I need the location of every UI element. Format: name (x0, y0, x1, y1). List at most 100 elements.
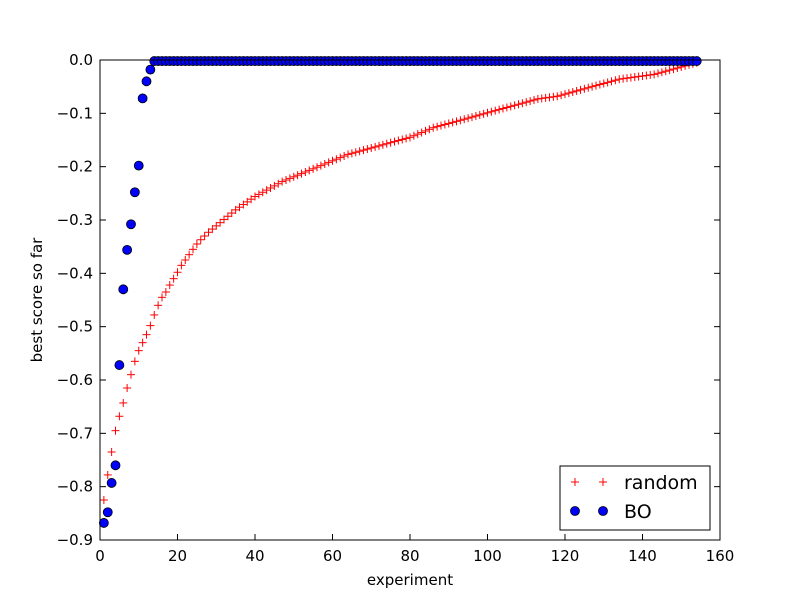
random-point (181, 256, 190, 264)
random-point (274, 179, 283, 188)
random-point (669, 65, 678, 74)
legend-bo-dot (598, 506, 608, 516)
random-point (444, 119, 453, 128)
random-point (630, 73, 639, 82)
random-point (254, 190, 263, 199)
y-axis-ticks: 0.0 −0.1 −0.2 −0.3 −0.4 −0.5 −0.6 −0.7 −0.8 −0.9 (57, 51, 720, 549)
x-tick-label: 40 (245, 547, 264, 565)
random-point (654, 69, 662, 78)
y-tick-label: −0.9 (57, 531, 93, 549)
random-point (204, 228, 213, 237)
random-point (433, 122, 442, 131)
random-point (185, 250, 194, 259)
legend-bo-label: BO (624, 501, 652, 523)
random-point (150, 310, 159, 319)
random-point (417, 128, 426, 137)
random-point (165, 281, 174, 290)
random-point (320, 160, 329, 168)
y-tick-label: −0.3 (57, 211, 93, 229)
random-point (568, 88, 577, 96)
random-point (638, 72, 647, 80)
random-point (103, 470, 112, 479)
random-point (541, 93, 550, 102)
random-point (390, 137, 399, 146)
random-point (584, 83, 593, 92)
random-point (200, 232, 209, 240)
random-point (502, 103, 511, 112)
random-point (146, 321, 155, 330)
bo-point (106, 478, 117, 488)
random-point (266, 184, 275, 192)
random-point (134, 346, 143, 355)
random-point (526, 97, 535, 106)
random-point (173, 268, 182, 277)
random-point (514, 100, 523, 109)
legend-box (559, 465, 711, 531)
x-tick-label: 100 (473, 547, 502, 565)
random-point (336, 153, 345, 162)
random-point (506, 102, 515, 111)
y-tick-label: −0.7 (57, 424, 93, 442)
random-point (599, 79, 608, 88)
random-point (483, 108, 492, 117)
random-point (595, 80, 604, 89)
random-point (258, 188, 267, 197)
x-tick-label: 0 (95, 547, 105, 565)
random-point (301, 168, 310, 176)
random-point (154, 301, 163, 310)
random-point (270, 181, 279, 190)
random-point (553, 92, 562, 101)
random-point (530, 96, 538, 104)
random-point (309, 164, 318, 173)
bo-point (118, 284, 129, 295)
bo-point (137, 93, 148, 104)
y-axis-label: best score so far (28, 237, 46, 363)
plot-frame (99, 59, 721, 541)
random-point (208, 225, 217, 234)
random-point (665, 66, 674, 75)
legend: random BO (559, 465, 711, 531)
bo-point (98, 518, 109, 528)
random-point (495, 105, 504, 114)
random-point (545, 93, 554, 102)
random-point (603, 78, 612, 87)
bo-point (122, 244, 133, 255)
random-point (464, 114, 473, 123)
random-point (177, 261, 186, 270)
bo-point (145, 64, 156, 75)
random-point (99, 496, 108, 504)
random-point (471, 112, 480, 120)
random-point (371, 142, 380, 151)
legend-bo-dot (570, 506, 580, 516)
random-point (588, 82, 597, 91)
random-point (537, 94, 546, 103)
random-point (561, 90, 569, 99)
random-point (316, 161, 325, 170)
y-tick-label: −0.6 (57, 371, 93, 389)
bo-point (114, 360, 125, 370)
y-tick-label: −0.5 (57, 318, 93, 336)
random-point (572, 86, 581, 95)
random-point (344, 150, 352, 159)
random-point (642, 71, 651, 80)
x-axis-ticks: 0 20 40 60 80 100 120 140 160 (95, 60, 734, 565)
random-point (313, 163, 321, 172)
random-point (611, 76, 620, 85)
random-point (216, 218, 225, 227)
x-tick-label: 60 (323, 547, 342, 565)
bo-point (102, 507, 113, 518)
x-axis-label: experiment (367, 571, 453, 589)
random-point (623, 74, 631, 83)
random-point (282, 176, 290, 184)
random-point (347, 149, 356, 158)
legend-random-marker (571, 478, 607, 486)
random-point (487, 107, 496, 116)
random-point (127, 370, 135, 379)
random-point (278, 177, 287, 186)
random-point (123, 384, 132, 392)
random-point (142, 330, 151, 339)
random-point (111, 426, 120, 435)
random-point (115, 412, 124, 421)
y-tick-label: 0.0 (69, 51, 93, 69)
